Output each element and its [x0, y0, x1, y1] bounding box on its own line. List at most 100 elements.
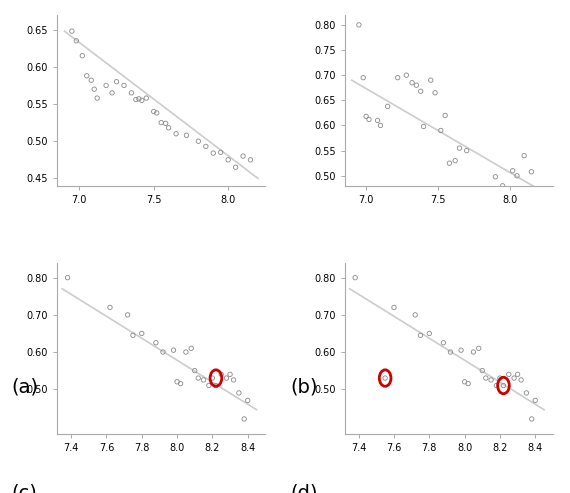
Point	[425, 329, 434, 337]
Point	[508, 167, 517, 175]
Point	[531, 396, 540, 404]
Point	[161, 119, 170, 127]
Point	[89, 85, 99, 93]
Point	[381, 374, 390, 382]
Point	[510, 374, 519, 382]
Point	[460, 378, 469, 386]
Point	[246, 156, 255, 164]
Point	[504, 370, 514, 378]
Point	[78, 52, 87, 60]
Point	[513, 370, 522, 378]
Point	[441, 111, 450, 119]
Point	[82, 72, 91, 80]
Point	[383, 103, 392, 110]
Point	[158, 348, 168, 356]
Point	[477, 189, 486, 197]
Point	[204, 382, 213, 389]
Point	[142, 94, 151, 102]
Point	[234, 389, 243, 397]
Point	[128, 331, 137, 339]
Point	[492, 382, 501, 389]
Point	[112, 78, 121, 86]
Point	[72, 37, 81, 45]
Point	[119, 81, 128, 89]
Point	[373, 116, 382, 124]
Point	[211, 382, 221, 389]
Point	[131, 96, 140, 104]
Point	[135, 95, 144, 103]
Point	[499, 382, 508, 389]
Point	[439, 339, 448, 347]
Point	[455, 144, 464, 152]
Point	[522, 389, 531, 397]
Point	[451, 157, 460, 165]
Point	[149, 107, 158, 115]
Point	[108, 89, 117, 97]
Point	[101, 81, 111, 89]
Point	[527, 168, 536, 176]
Point	[173, 378, 182, 386]
Point	[164, 124, 173, 132]
Point	[389, 304, 398, 312]
Point	[92, 94, 101, 102]
Point	[238, 152, 247, 160]
Point	[229, 376, 238, 384]
Point	[446, 348, 455, 356]
Point	[209, 149, 218, 157]
Point	[63, 274, 72, 282]
Point	[416, 331, 425, 339]
Text: (a): (a)	[11, 377, 38, 396]
Point	[123, 311, 132, 319]
Text: (d): (d)	[291, 483, 318, 493]
Point	[487, 376, 496, 384]
Point	[186, 345, 196, 352]
Point	[157, 119, 166, 127]
Point	[243, 396, 253, 404]
Point	[216, 148, 225, 156]
Point	[151, 339, 160, 347]
Point	[410, 311, 420, 319]
Point	[169, 346, 178, 354]
Text: (c): (c)	[11, 483, 37, 493]
Point	[201, 142, 210, 150]
Point	[176, 380, 185, 387]
Point	[436, 127, 445, 135]
Point	[190, 367, 200, 375]
Point	[355, 21, 364, 29]
Point	[416, 87, 425, 95]
Point	[67, 27, 76, 35]
Point	[474, 345, 483, 352]
Point	[152, 109, 161, 117]
Point	[512, 172, 522, 180]
Point	[457, 346, 466, 354]
Point	[426, 76, 435, 84]
Point	[412, 81, 421, 89]
Point	[223, 156, 233, 164]
Point	[127, 89, 136, 97]
Point	[172, 130, 181, 138]
Point	[393, 74, 402, 82]
Point	[361, 112, 370, 120]
Point	[226, 370, 235, 378]
Point	[87, 76, 96, 84]
Point	[491, 173, 500, 181]
Point	[430, 89, 439, 97]
Point	[495, 374, 504, 382]
Point	[445, 159, 454, 167]
Point	[137, 329, 146, 337]
Point	[105, 304, 115, 312]
Point	[527, 415, 536, 423]
Point	[351, 274, 360, 282]
Point	[194, 137, 203, 145]
Point	[419, 123, 428, 131]
Point	[222, 374, 231, 382]
Point	[231, 163, 240, 171]
Point	[520, 152, 529, 160]
Point	[469, 348, 478, 356]
Point	[137, 96, 146, 104]
Point	[364, 115, 373, 123]
Point	[402, 71, 411, 79]
Point	[498, 182, 507, 190]
Point	[481, 374, 490, 382]
Point	[484, 194, 493, 202]
